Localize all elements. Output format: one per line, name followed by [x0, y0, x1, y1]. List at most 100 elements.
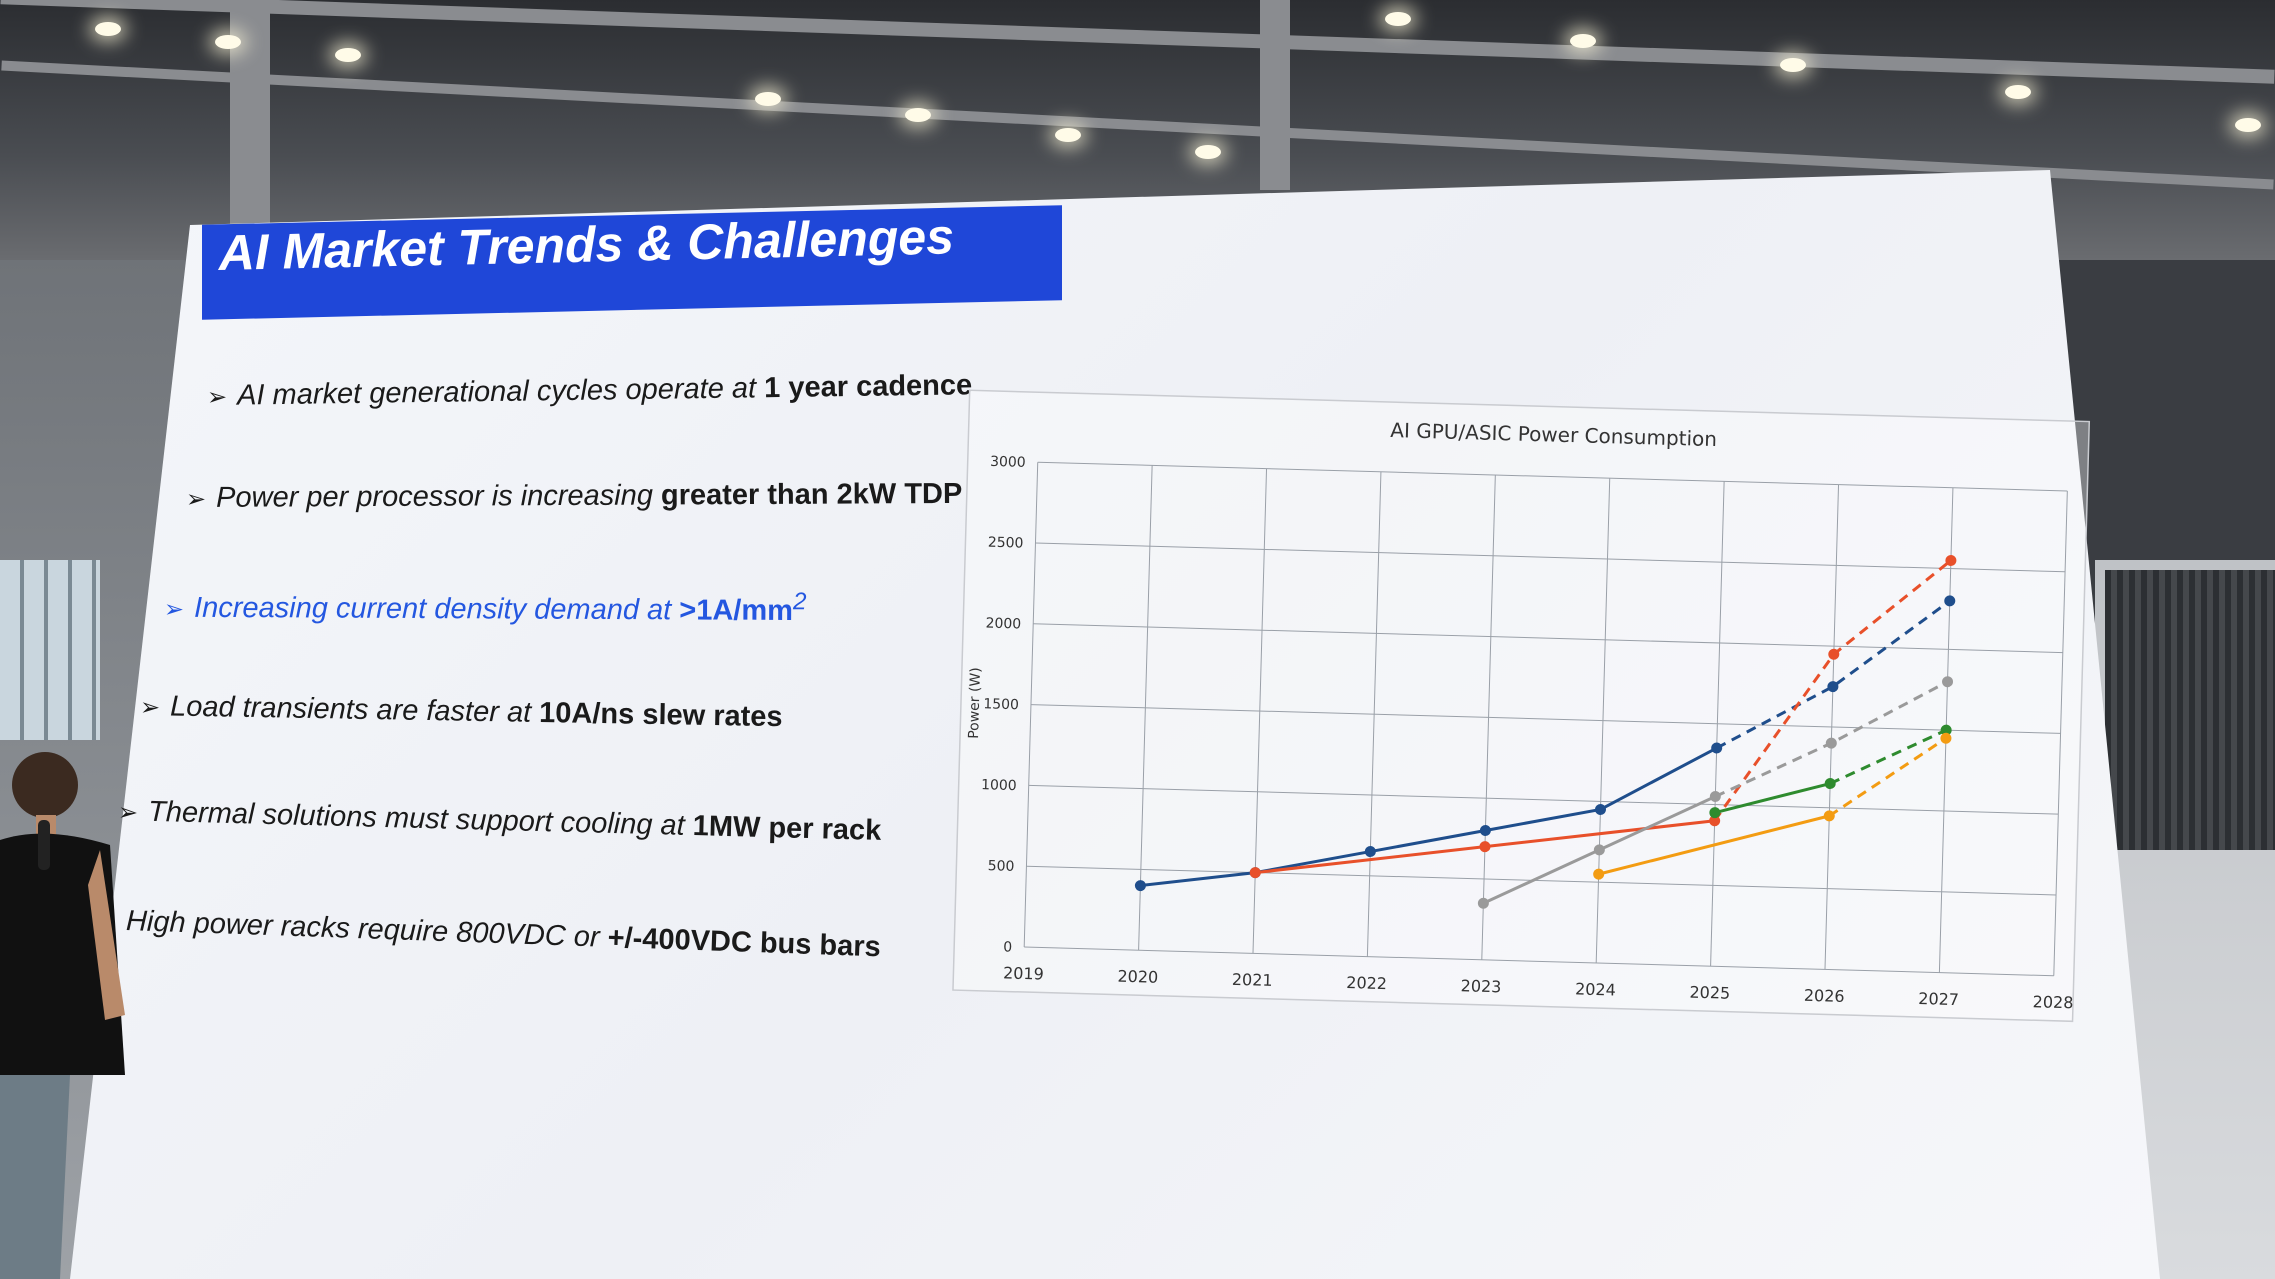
grid-line-vertical — [1824, 484, 1840, 970]
y-tick-label: 0 — [1003, 939, 1012, 955]
ceiling-light — [1055, 128, 1081, 142]
data-point — [1945, 554, 1957, 566]
arrow-icon: ➢ — [163, 595, 185, 623]
ceiling-light — [905, 108, 931, 122]
data-point — [1944, 595, 1956, 607]
grid-line-vertical — [1366, 471, 1382, 957]
data-point — [1709, 815, 1721, 827]
y-tick-label: 500 — [987, 858, 1014, 875]
x-tick-label: 2027 — [1918, 989, 1959, 1009]
bullet-emphasis: 1 year cadence — [763, 369, 973, 405]
arrow-icon: ➢ — [139, 694, 161, 722]
data-point — [1134, 880, 1146, 892]
x-tick-label: 2021 — [1232, 970, 1273, 990]
chart-frame — [952, 389, 2091, 1023]
y-tick-label: 2500 — [988, 535, 1024, 552]
bullet-text: AI market generational cycles operate at — [236, 372, 765, 412]
ceiling-light — [755, 92, 781, 106]
left-window — [0, 560, 100, 740]
y-tick-label: 1000 — [981, 777, 1017, 794]
y-tick-label: 2000 — [985, 615, 1021, 632]
series-projection-line-3 — [1829, 728, 1947, 785]
ceiling-light — [1780, 58, 1806, 72]
x-tick-label: 2026 — [1804, 986, 1845, 1006]
data-point — [1479, 841, 1491, 853]
ceiling-beam — [0, 0, 2275, 84]
ceiling-light — [1195, 145, 1221, 159]
data-point — [1593, 844, 1605, 856]
presenter-arm — [88, 850, 125, 1020]
bullet-emphasis: 1MW per rack — [692, 810, 882, 847]
ceiling-column — [1260, 0, 1290, 190]
data-point — [1827, 681, 1839, 693]
ceiling-light — [335, 48, 361, 62]
grid-line-vertical — [1595, 478, 1611, 964]
ceiling-light — [215, 35, 241, 49]
presenter-head — [12, 752, 78, 818]
bullet-emphasis: >1A/mm — [679, 594, 794, 627]
ceiling-light — [95, 22, 121, 36]
grid-line-horizontal — [1030, 704, 2061, 734]
bullet-text: Power per processor is increasing — [216, 479, 662, 514]
data-point — [1709, 791, 1721, 803]
grid-line-horizontal — [1037, 461, 2068, 492]
microphone-icon — [38, 820, 50, 870]
data-point — [1594, 803, 1606, 815]
data-point — [1940, 732, 1952, 744]
wall-vent — [2105, 570, 2275, 850]
grid-line-horizontal — [1028, 784, 2059, 815]
data-point — [1479, 825, 1491, 837]
grid-line-horizontal — [1035, 542, 2066, 573]
bullet-item: ➢ Power per processor is increasing great… — [186, 478, 962, 515]
grid-line-vertical — [1138, 465, 1153, 951]
grid-line-vertical — [2053, 490, 2068, 976]
data-point — [1364, 846, 1376, 858]
ceiling-light — [1385, 12, 1411, 26]
grid-line-vertical — [1481, 474, 1496, 960]
x-tick-label: 2020 — [1117, 967, 1158, 987]
ceiling-light — [2235, 118, 2261, 132]
y-axis-label: Power (W) — [966, 667, 984, 739]
y-tick-label: 1500 — [983, 696, 1019, 713]
data-point — [1828, 648, 1840, 660]
ceiling-light — [1570, 34, 1596, 48]
arrow-icon: ➢ — [206, 383, 228, 411]
x-tick-label: 2028 — [2032, 992, 2073, 1012]
series-line-0 — [1140, 746, 1718, 888]
x-tick-label: 2022 — [1346, 973, 1387, 993]
data-point — [1711, 742, 1723, 754]
data-point — [1825, 737, 1837, 749]
ceiling-light — [2005, 85, 2031, 99]
x-tick-label: 2019 — [1003, 963, 1044, 983]
power-consumption-chart: AI GPU/ASIC Power Consumption 0 500 1000 150… — [943, 380, 2100, 1032]
series-line-3 — [1714, 782, 1831, 815]
series-projection-line-0 — [1715, 599, 1951, 750]
data-point — [1823, 810, 1835, 822]
presenter-trousers — [0, 1075, 70, 1279]
data-point — [1249, 867, 1261, 879]
y-tick-label: 3000 — [990, 454, 1026, 471]
grid-line-horizontal — [1024, 946, 2054, 977]
series-projection-line-4 — [1828, 737, 1947, 818]
grid-line-horizontal — [1033, 623, 2063, 654]
data-point — [1709, 807, 1721, 819]
bullet-emphasis: greater than 2kW TDP — [660, 477, 963, 512]
x-tick-label: 2023 — [1460, 976, 1501, 996]
x-tick-label: 2024 — [1575, 979, 1616, 999]
grid-line-vertical — [1710, 481, 1725, 967]
x-tick-label: 2025 — [1689, 983, 1730, 1003]
data-point — [1593, 868, 1605, 880]
chart-svg: AI GPU/ASIC Power Consumption05001000150… — [952, 389, 2091, 1023]
arrow-icon: ➢ — [185, 485, 207, 513]
data-point — [1940, 724, 1952, 736]
data-point — [1824, 778, 1836, 790]
bullet-text: Load transients are faster at — [169, 690, 540, 729]
bullet-superscript: 2 — [792, 588, 807, 616]
data-point — [1942, 676, 1954, 688]
bullet-emphasis: 10A/ns slew rates — [538, 696, 783, 734]
data-point — [1477, 897, 1489, 909]
bullet-item-highlighted: ➢ Increasing current density demand at >1… — [164, 585, 807, 628]
grid-line-vertical — [1023, 462, 1039, 948]
presenter — [0, 752, 125, 1279]
ceiling-beam — [1, 60, 2274, 190]
